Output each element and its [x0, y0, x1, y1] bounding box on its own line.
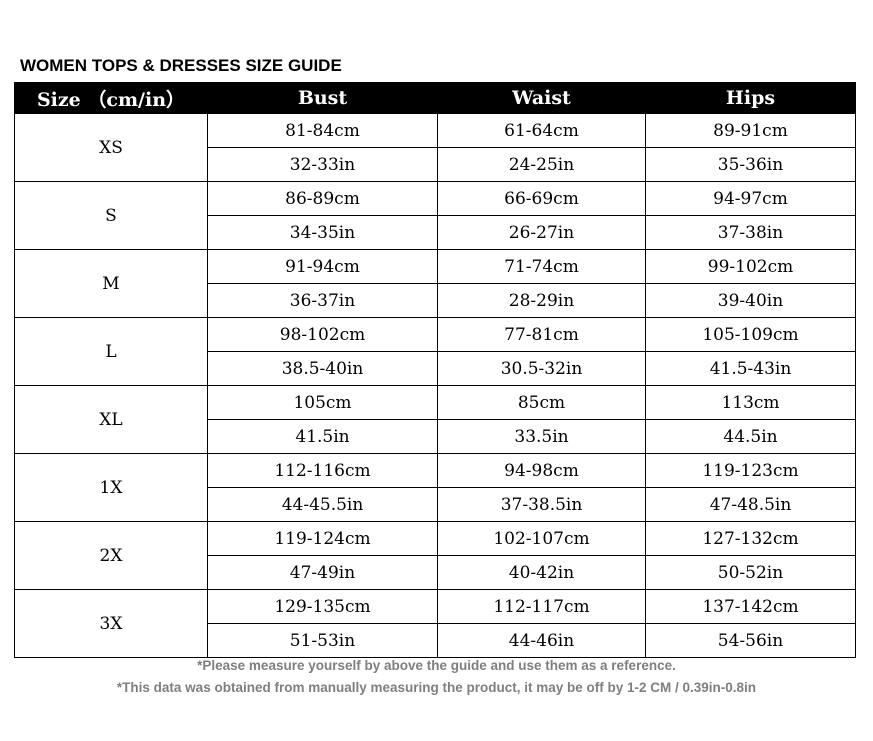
- measurement-cell: 47-49in: [207, 555, 438, 590]
- measurement-cell: 32-33in: [207, 147, 438, 182]
- measurement-cell: 44-45.5in: [207, 487, 438, 522]
- col-header-bust: Bust: [207, 82, 438, 114]
- page-title: WOMEN TOPS & DRESSES SIZE GUIDE: [20, 56, 342, 75]
- measurement-cell: 37-38.5in: [437, 487, 646, 522]
- table-row: 1X 112-116cm 94-98cm 119-123cm: [14, 453, 856, 522]
- measurement-cell: 34-35in: [207, 215, 438, 250]
- measurement-cell: 51-53in: [207, 623, 438, 658]
- measurement-cell: 105-109cm: [645, 317, 856, 352]
- measurement-cell: 37-38in: [645, 215, 856, 250]
- measurement-cell: 119-124cm: [207, 521, 438, 556]
- measurement-cell: 44-46in: [437, 623, 646, 658]
- measurement-cell: 33.5in: [437, 419, 646, 454]
- measurement-cell: 112-117cm: [437, 589, 646, 624]
- table-row: M 91-94cm 71-74cm 99-102cm: [14, 249, 856, 318]
- measurement-cell: 50-52in: [645, 555, 856, 590]
- measurement-cell: 24-25in: [437, 147, 646, 182]
- table-row: 44-45.5in 37-38.5in 47-48.5in: [15, 487, 856, 522]
- measurement-cell: 98-102cm: [207, 317, 438, 352]
- size-cell: XS: [14, 113, 208, 182]
- table-row: 41.5in 33.5in 44.5in: [15, 419, 856, 454]
- measurement-cell: 39-40in: [645, 283, 856, 318]
- measurement-cell: 41.5-43in: [645, 351, 856, 386]
- col-header-waist: Waist: [437, 82, 646, 114]
- size-cell: 2X: [14, 521, 208, 590]
- table-row: 3X 129-135cm 112-117cm 137-142cm: [14, 589, 856, 658]
- measurement-cell: 129-135cm: [207, 589, 438, 624]
- size-guide-table: Size （cm/in） Bust Waist Hips XS 81-84cm …: [14, 82, 856, 658]
- measurement-cell: 99-102cm: [645, 249, 856, 284]
- size-cell: XL: [14, 385, 208, 454]
- measurement-cell: 127-132cm: [645, 521, 856, 556]
- col-header-size: Size （cm/in）: [14, 82, 208, 114]
- measurement-cell: 40-42in: [437, 555, 646, 590]
- measurement-cell: 66-69cm: [437, 181, 646, 216]
- measurement-cell: 41.5in: [207, 419, 438, 454]
- measurement-cell: 26-27in: [437, 215, 646, 250]
- measurement-cell: 105cm: [207, 385, 438, 420]
- size-cell: L: [14, 317, 208, 386]
- measurement-cell: 112-116cm: [207, 453, 438, 488]
- table-row: 47-49in 40-42in 50-52in: [15, 555, 856, 590]
- table-row: L 98-102cm 77-81cm 105-109cm: [14, 317, 856, 386]
- measurement-cell: 38.5-40in: [207, 351, 438, 386]
- table-row: 34-35in 26-27in 37-38in: [15, 215, 856, 250]
- table-row: 38.5-40in 30.5-32in 41.5-43in: [15, 351, 856, 386]
- table-row: XL 105cm 85cm 113cm: [14, 385, 856, 454]
- measurement-cell: 71-74cm: [437, 249, 646, 284]
- measurement-cell: 35-36in: [645, 147, 856, 182]
- note-measure-reference: *Please measure yourself by above the gu…: [197, 658, 676, 673]
- note-measurement-tolerance: *This data was obtained from manually me…: [116, 680, 757, 695]
- size-cell: S: [14, 181, 208, 250]
- col-header-hips: Hips: [645, 82, 856, 114]
- size-cell: 3X: [14, 589, 208, 658]
- measurement-cell: 91-94cm: [207, 249, 438, 284]
- measurement-cell: 94-97cm: [645, 181, 856, 216]
- measurement-cell: 61-64cm: [437, 113, 646, 148]
- measurement-cell: 77-81cm: [437, 317, 646, 352]
- table-row: 51-53in 44-46in 54-56in: [15, 623, 856, 658]
- measurement-cell: 86-89cm: [207, 181, 438, 216]
- size-cell: 1X: [14, 453, 208, 522]
- table-row: 32-33in 24-25in 35-36in: [15, 147, 856, 182]
- measurement-cell: 54-56in: [645, 623, 856, 658]
- measurement-cell: 137-142cm: [645, 589, 856, 624]
- measurement-cell: 47-48.5in: [645, 487, 856, 522]
- measurement-cell: 113cm: [645, 385, 856, 420]
- measurement-cell: 28-29in: [437, 283, 646, 318]
- footer-notes: *Please measure yourself by above the gu…: [0, 655, 873, 699]
- measurement-cell: 94-98cm: [437, 453, 646, 488]
- size-cell: M: [14, 249, 208, 318]
- measurement-cell: 81-84cm: [207, 113, 438, 148]
- table-row: 2X 119-124cm 102-107cm 127-132cm: [14, 521, 856, 590]
- measurement-cell: 44.5in: [645, 419, 856, 454]
- table-row: S 86-89cm 66-69cm 94-97cm: [14, 181, 856, 250]
- measurement-cell: 36-37in: [207, 283, 438, 318]
- header-row: Size （cm/in） Bust Waist Hips: [14, 82, 856, 114]
- measurement-cell: 89-91cm: [645, 113, 856, 148]
- measurement-cell: 85cm: [437, 385, 646, 420]
- measurement-cell: 30.5-32in: [437, 351, 646, 386]
- table-row: XS 81-84cm 61-64cm 89-91cm: [14, 113, 856, 182]
- measurement-cell: 119-123cm: [645, 453, 856, 488]
- measurement-cell: 102-107cm: [437, 521, 646, 556]
- table-row: 36-37in 28-29in 39-40in: [15, 283, 856, 318]
